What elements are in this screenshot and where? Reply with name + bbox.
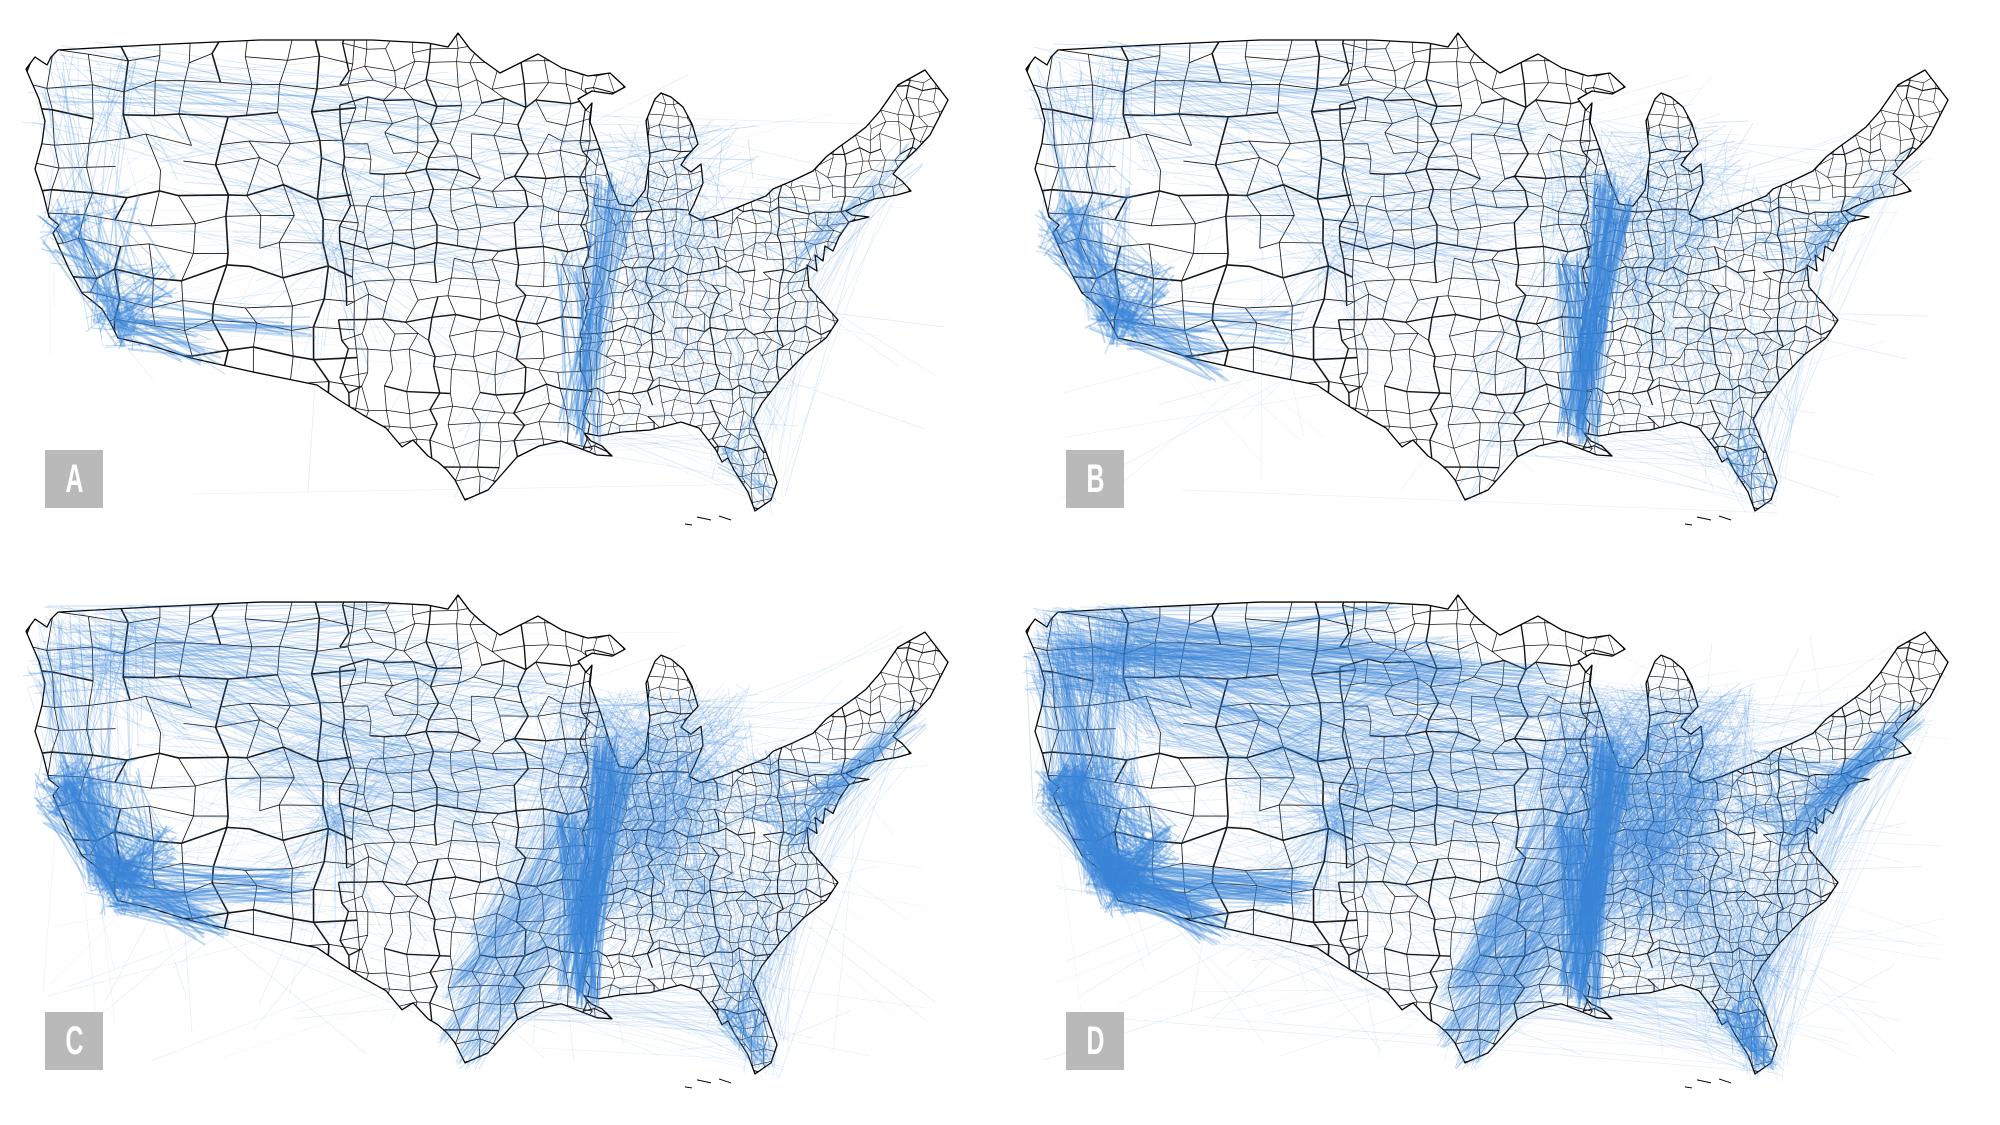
panel-label-d: D [1066, 1012, 1124, 1070]
panel-letter-b: B [1086, 457, 1104, 501]
panel-d: D [1000, 562, 2000, 1125]
panel-letter-c: C [65, 1019, 83, 1063]
us-county-flow-map-c [22, 594, 949, 1089]
us-county-flow-map-d [1021, 594, 1950, 1089]
us-county-flow-map-a [21, 32, 949, 526]
panel-letter-d: D [1086, 1019, 1104, 1063]
panel-b: B [1000, 0, 2000, 562]
panel-label-a: A [45, 450, 103, 508]
panel-label-b: B [1066, 450, 1124, 508]
panel-a: A [0, 0, 1000, 562]
panel-label-c: C [45, 1012, 103, 1070]
panel-c: C [0, 562, 1000, 1125]
panel-letter-a: A [65, 457, 83, 501]
us-county-flow-map-b [1023, 32, 1949, 526]
